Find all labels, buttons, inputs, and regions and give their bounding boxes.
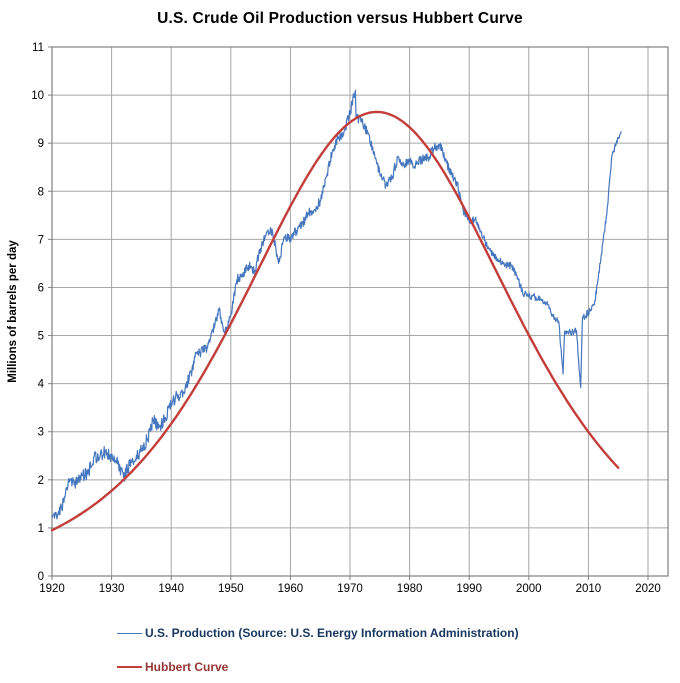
y-tick-label: 5	[38, 331, 44, 343]
x-tick-label: 2010	[576, 583, 602, 595]
plot-area: 1920 1930 1940 1950 1960 1970 1980 1990 2000 2010…	[7, 42, 669, 595]
plot-border	[51, 46, 669, 577]
x-tick-label: 2000	[516, 583, 542, 595]
x-tick-label: 1980	[397, 583, 423, 595]
y-tick-label: 4	[38, 379, 45, 391]
production-line-swatch	[117, 632, 142, 634]
y-axis-title: Millions of barrels per day	[7, 240, 19, 383]
y-tick-label: 1	[38, 523, 44, 535]
hubbert-line-swatch	[117, 666, 142, 668]
y-tick-label: 3	[38, 427, 44, 439]
x-tick-label: 2020	[635, 583, 661, 595]
x-tick-label: 1960	[278, 583, 304, 595]
x-tick-label: 1990	[456, 583, 482, 595]
x-tick-label: 1950	[218, 583, 244, 595]
y-tick-label: 2	[38, 475, 44, 487]
legend-item-hubbert: Hubbert Curve	[117, 660, 677, 674]
y-tick-label: 11	[32, 42, 44, 54]
y-tick-label: 7	[38, 234, 44, 246]
x-tick-label: 1970	[337, 583, 363, 595]
production-line	[51, 89, 622, 520]
hubbert-line	[50, 110, 620, 532]
y-tick-label: 9	[38, 138, 44, 150]
legend-item-us-production: U.S. Production (Source: U.S. Energy Inf…	[117, 626, 677, 640]
x-tick-label: 1930	[99, 583, 125, 595]
chart-title: U.S. Crude Oil Production versus Hubbert…	[157, 10, 523, 27]
y-tick-label: 6	[38, 282, 44, 294]
y-tick-label: 8	[38, 186, 44, 198]
y-tick-label: 10	[31, 90, 44, 102]
x-tick-label: 1940	[158, 583, 184, 595]
x-tick-label: 1920	[39, 583, 65, 595]
legend-label-hubbert: Hubbert Curve	[145, 660, 229, 674]
y-tick-label: 0	[38, 571, 44, 583]
legend: U.S. Production (Source: U.S. Energy Inf…	[117, 626, 677, 683]
legend-label-us-production: U.S. Production (Source: U.S. Energy Inf…	[145, 626, 519, 640]
